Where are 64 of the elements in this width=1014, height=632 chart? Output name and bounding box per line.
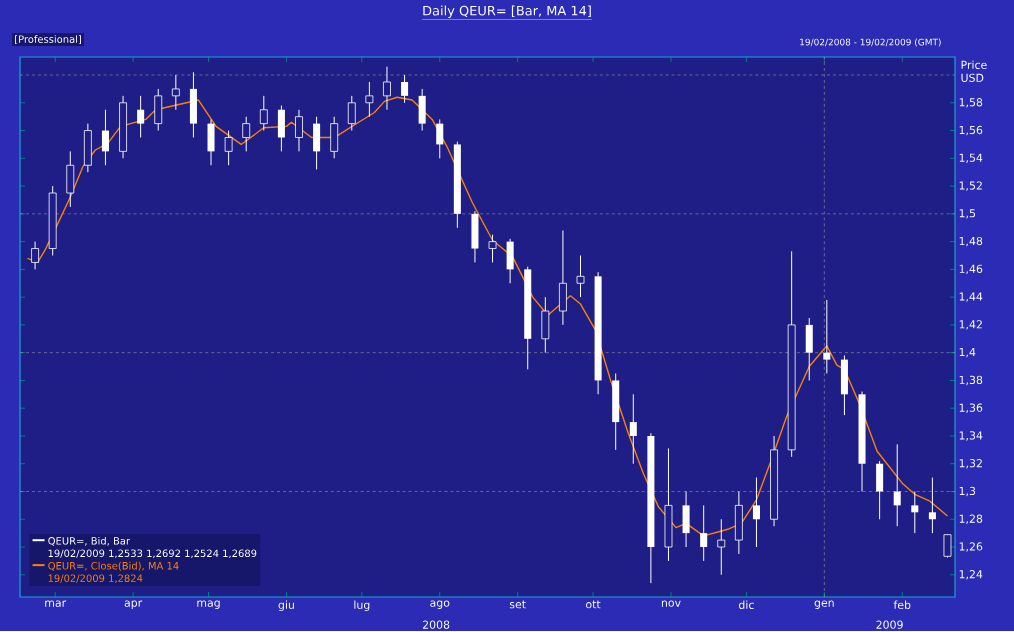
candlestick [383,66,391,111]
candlestick [365,81,374,118]
candlestick [171,74,180,111]
candlestick [823,299,831,374]
x-tick-label: ott [586,600,601,609]
text: 2008 [422,620,450,629]
candlestick [488,234,497,263]
candlestick [259,95,268,131]
x-tick-label: ago [430,600,450,609]
chart-subtitle: 19/02/2008 - 19/02/2009 (GMT) [800,38,941,47]
candlestick [436,118,444,159]
x-tick-label: apr [124,600,143,609]
annotation: 19/02/2009 1,2824 [48,574,143,583]
text: [Professional] [15,35,81,45]
x-tick-label: dic [739,600,754,609]
candlestick [31,241,39,270]
candlestick [911,490,919,534]
candlestick [242,116,251,152]
x-tick-label: mar [45,600,67,607]
candlestick [137,95,145,138]
candlestick [347,95,356,131]
y-tick-label: 1,58 [959,98,983,108]
candlestick [576,254,585,298]
y-tick-label: 1,46 [959,264,983,275]
annotation: 19/02/2009 1,2533 1,2692 1,2524 1,2689 [48,549,257,559]
y-tick-label: 1,24 [959,570,983,580]
candlestick [295,109,303,152]
legend-label: QEUR=, Close(Bid), MA 14 [48,561,179,571]
y-tick-label: 1,42 [959,320,982,330]
text: 2009 [876,620,903,629]
y-tick-label: 1,34 [959,431,983,441]
legend-label: QEUR=, Bid, Bar [48,536,131,546]
y-tick-label: 1,54 [959,153,983,163]
x-tick-label: mag [197,600,220,609]
y-tick-label: 1,26 [959,542,983,552]
y-tick-label: 1,28 [959,514,983,524]
y-tick-label: 1,36 [959,403,983,413]
y-tick-label: 1,5 [959,209,976,219]
candlestick [700,504,708,562]
y-tick-label: 1,38 [959,375,983,386]
y-tick-label: 1,48 [959,236,983,247]
x-tick-label: lug [354,600,370,612]
candlestick [893,443,901,527]
y-tick-label: 1,32 [959,458,982,469]
x-tick-label: nov [661,600,681,607]
chart-title: Daily QEUR= [Bar, MA 14] [423,5,591,18]
x-tick-label: gen [814,600,834,609]
candlestick [629,393,637,465]
candlestick [717,518,726,576]
y-axis-title: Price USD [961,60,987,82]
candlestick [928,477,936,534]
candlestick [401,74,409,104]
x-tick-label: giu [278,600,294,612]
candlestick [101,109,109,166]
x-tick-label: feb [893,600,911,609]
candlestick [752,477,760,548]
candlestick [224,129,233,166]
y-tick-label: 1,3 [959,486,976,497]
x-tick-label: set [509,600,526,609]
y-tick-label: 1,44 [959,292,983,302]
y-tick-label: 1,52 [959,181,982,191]
candlestick [943,533,952,559]
y-tick-label: 1,4 [959,347,976,358]
y-tick-label: 1,56 [959,125,983,136]
